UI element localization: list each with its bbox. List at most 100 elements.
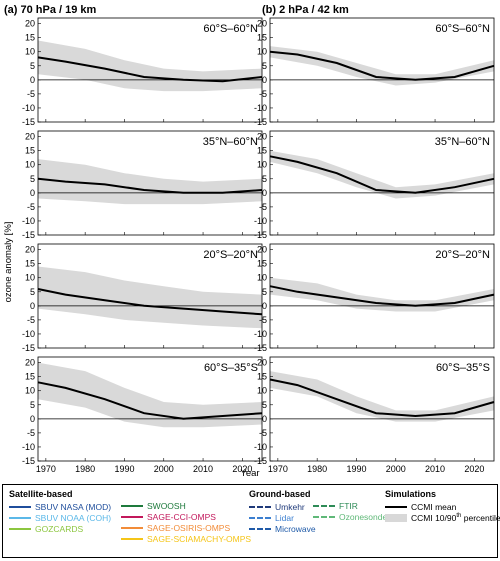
panel-frame xyxy=(269,243,495,349)
panel-grid: 20151050-5-10-1560°S–60°N20151050-5-10-1… xyxy=(22,17,495,474)
legend-label: SAGE-CCI-OMPS xyxy=(147,511,216,522)
y-tick-label: 10 xyxy=(25,386,35,396)
ccmi-mean-line xyxy=(37,56,263,83)
x-tick-label: 1990 xyxy=(114,464,134,474)
legend-label: Microwave xyxy=(275,523,316,534)
panel-6: 20 15 10 5 0 -5 -10 -15 20°S–20°N xyxy=(254,243,495,353)
panel-region-label: 60°S–35°S xyxy=(436,362,490,374)
y-tick-label: -15 xyxy=(254,343,267,353)
legend-label: Umkehr xyxy=(275,501,305,512)
y-tick-label: 0 xyxy=(30,75,35,85)
y-tick-label: 10 xyxy=(257,160,267,170)
legend-label: GOZCARDS xyxy=(35,523,84,534)
panel-region-label: 60°S–60°N xyxy=(203,23,258,35)
y-tick-label: -10 xyxy=(22,442,35,452)
x-tick-label: 2020 xyxy=(232,464,252,474)
x-tick-label: 1980 xyxy=(307,464,327,474)
y-tick-label: 5 xyxy=(30,287,35,297)
y-tick-label: -5 xyxy=(27,428,35,438)
y-tick-label: -5 xyxy=(259,89,267,99)
legend-ground-title: Ground-based xyxy=(249,489,311,499)
y-tick-label: 10 xyxy=(257,273,267,283)
y-tick-label: 0 xyxy=(30,188,35,198)
legend-item-ccmi-mean: CCMI mean xyxy=(385,501,500,512)
ccmi-mean-line xyxy=(269,285,495,307)
y-tick-label: -15 xyxy=(254,117,267,127)
y-tick-label: 0 xyxy=(30,301,35,311)
y-tick-label: -10 xyxy=(22,103,35,113)
ccmi-mean-line xyxy=(269,155,495,194)
y-tick-label: -5 xyxy=(259,202,267,212)
legend: Satellite-based SBUV NASA (MOD) SBUV NOAA… xyxy=(2,484,500,558)
y-tick-label: -5 xyxy=(259,428,267,438)
y-tick-label: 10 xyxy=(257,47,267,57)
x-tick-label: 1970 xyxy=(36,464,56,474)
y-tick-label: -10 xyxy=(22,216,35,226)
panel-region-label: 35°N–60°N xyxy=(435,136,490,148)
x-axis-label: Year xyxy=(240,468,259,479)
legend-label: SWOOSH xyxy=(147,500,186,511)
y-tick-label: -5 xyxy=(27,315,35,325)
legend-ground-col2: FTIR Ozonesonde xyxy=(313,500,387,522)
y-tick-label: 10 xyxy=(25,273,35,283)
legend-swatch xyxy=(121,537,143,540)
ccmi-percentile-band xyxy=(38,40,262,92)
ccmi-percentile-band xyxy=(270,371,494,422)
y-tick-label: -15 xyxy=(22,117,35,127)
legend-item: SAGE-CCI-OMPS xyxy=(121,511,251,522)
y-tick-label: 20 xyxy=(25,245,35,255)
y-tick-label: -15 xyxy=(22,456,35,466)
x-tick-label: 2020 xyxy=(464,464,484,474)
ccmi-percentile-band xyxy=(270,277,494,312)
y-tick-label: 15 xyxy=(25,146,35,156)
ccmi-mean-line xyxy=(269,50,495,81)
panel-frame xyxy=(37,243,263,349)
legend-label: SBUV NOAA (COH) xyxy=(35,512,112,523)
panel-frame xyxy=(269,130,495,236)
x-tick-label: 2000 xyxy=(154,464,174,474)
y-tick-label: -5 xyxy=(27,202,35,212)
y-tick-label: 20 xyxy=(257,358,267,368)
panel-region-label: 20°S–20°N xyxy=(203,249,258,261)
y-tick-label: -5 xyxy=(259,315,267,325)
y-tick-label: 5 xyxy=(30,400,35,410)
panel-1: 20 15 10 5 0 -5 -10 -15 35°N–60°N xyxy=(22,130,263,240)
ccmi-mean-line xyxy=(37,288,263,316)
y-tick-label: 10 xyxy=(257,386,267,396)
y-tick-label: 0 xyxy=(262,301,267,311)
legend-swatch xyxy=(249,527,271,530)
y-tick-label: 15 xyxy=(257,33,267,43)
ccmi-mean-line xyxy=(37,177,263,194)
legend-label: SAGE-OSIRIS-OMPS xyxy=(147,522,231,533)
legend-item: Microwave xyxy=(249,523,316,534)
ccmi-mean-line xyxy=(269,378,495,418)
y-tick-label: 5 xyxy=(262,61,267,71)
column-a-title: (a) 70 hPa / 19 km xyxy=(4,4,97,16)
legend-label: SBUV NASA (MOD) xyxy=(35,501,112,512)
y-tick-label: 5 xyxy=(262,174,267,184)
column-b-title: (b) 2 hPa / 42 km xyxy=(262,4,349,16)
y-tick-label: 20 xyxy=(25,132,35,142)
y-tick-label: 15 xyxy=(257,146,267,156)
legend-swatch xyxy=(121,504,143,507)
legend-label: Lidar xyxy=(275,512,294,523)
legend-satellite-col2: SWOOSH SAGE-CCI-OMPS SAGE-OSIRIS-OMPS SAGE-… xyxy=(121,500,251,544)
y-tick-label: 5 xyxy=(30,174,35,184)
y-tick-label: -15 xyxy=(254,456,267,466)
y-tick-label: 5 xyxy=(30,61,35,71)
legend-swatch xyxy=(385,513,407,522)
y-tick-label: 20 xyxy=(257,19,267,29)
panel-frame xyxy=(269,17,495,123)
legend-item: Lidar xyxy=(249,512,316,523)
legend-item: SAGE-OSIRIS-OMPS xyxy=(121,522,251,533)
legend-item: SWOOSH xyxy=(121,500,251,511)
y-tick-label: -10 xyxy=(254,442,267,452)
panel-region-label: 35°N–60°N xyxy=(203,136,258,148)
legend-item-ccmi-band: CCMI 10/90th percentile xyxy=(385,512,500,523)
ozone-anomaly-figure: (a) 70 hPa / 19 km (b) 2 hPa / 42 km ozo… xyxy=(3,4,495,479)
ccmi-percentile-band xyxy=(270,46,494,86)
y-tick-label: 20 xyxy=(257,245,267,255)
y-tick-label: -15 xyxy=(22,343,35,353)
